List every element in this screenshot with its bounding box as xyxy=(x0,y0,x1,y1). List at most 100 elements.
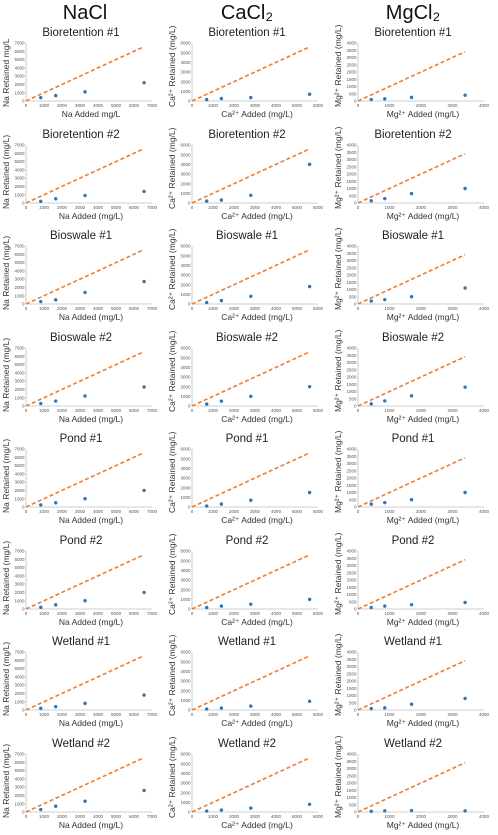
x-tick-label: 4000 xyxy=(271,306,282,311)
chart-panel-cacl2-bioretention-1: 0 1000 2000 3000 4000 5000 6000 0 1000 2000 3000 40… xyxy=(167,25,326,122)
y-tick-label: 1000 xyxy=(346,186,357,191)
x-axis-label: Na Added (mg/L) xyxy=(58,515,124,525)
chart-title: Pond #2 xyxy=(391,534,435,547)
y-tick-label: 2000 xyxy=(14,793,25,798)
chart-title: Pond #2 xyxy=(225,534,269,547)
data-point xyxy=(369,605,373,609)
y-tick-label: 4000 xyxy=(346,142,357,147)
data-point xyxy=(142,488,146,493)
y-tick-label: 2000 xyxy=(346,70,357,75)
x-tick-label: 1000 xyxy=(208,712,219,717)
y-tick-label: 3500 xyxy=(346,352,357,357)
y-tick-label: 2000 xyxy=(14,691,25,696)
x-tick-label: 5000 xyxy=(111,205,122,210)
x-tick-label: 7000 xyxy=(147,408,158,413)
x-tick-label: 3000 xyxy=(447,509,458,514)
data-point xyxy=(219,298,224,303)
y-tick-label: 0 xyxy=(188,809,191,814)
chart-title: Wetland #2 xyxy=(218,737,276,750)
x-tick-label: 2000 xyxy=(57,205,68,210)
chart-panel-nacl-bioswale-1: 0 1000 2000 3000 4000 5000 6000 7000 0 1000 2000 30… xyxy=(1,228,160,325)
data-point xyxy=(54,196,58,201)
data-point xyxy=(383,297,387,302)
data-point xyxy=(463,696,467,701)
data-point xyxy=(54,704,58,709)
y-tick-label: 3000 xyxy=(14,74,25,79)
chart-title: Wetland #1 xyxy=(218,636,276,648)
y-axis-label: Mg²⁺ Retained (mg/L) xyxy=(333,735,343,818)
x-tick-label: 2000 xyxy=(229,712,240,717)
chart-title: Bioswale #2 xyxy=(381,331,444,344)
series-line-one-to-one xyxy=(191,350,310,407)
data-point xyxy=(463,186,467,190)
x-tick-label: 4000 xyxy=(479,712,490,717)
y-tick-label: 2000 xyxy=(180,790,191,795)
x-tick-label: 5000 xyxy=(292,306,303,311)
x-tick-label: 0 xyxy=(191,103,194,108)
chart-title: Pond #1 xyxy=(225,433,269,445)
y-axis-label: Mg²⁺ Retained (mg/L) xyxy=(333,633,343,716)
x-tick-label: 2000 xyxy=(416,814,427,819)
data-point xyxy=(369,809,373,813)
y-axis-label: Mg²⁺ Retained (mg/L) xyxy=(333,430,343,513)
data-point xyxy=(409,602,414,606)
x-tick-label: 7000 xyxy=(147,103,158,108)
x-tick-label: 1000 xyxy=(384,306,395,311)
data-point xyxy=(383,97,387,101)
y-tick-label: 5000 xyxy=(180,659,191,664)
y-tick-label: 2000 xyxy=(346,679,357,684)
y-axis-label: Ca²⁺ Retained (mg/L) xyxy=(167,330,177,412)
y-tick-label: 1000 xyxy=(14,699,25,704)
x-tick-label: 3000 xyxy=(447,205,458,210)
y-tick-label: 5000 xyxy=(14,565,25,570)
x-tick-label: 4000 xyxy=(93,205,104,210)
y-tick-label: 5000 xyxy=(14,57,25,62)
x-tick-label: 5000 xyxy=(292,408,303,413)
data-point xyxy=(205,97,209,102)
y-tick-label: 6000 xyxy=(14,455,25,460)
x-tick-label: 5000 xyxy=(292,712,303,717)
y-axis-label: Mg²⁺ Retained (mg/L) xyxy=(333,24,343,107)
data-point xyxy=(83,193,87,197)
x-axis-label: Mg²⁺ Added (mg/L) xyxy=(386,616,460,627)
x-tick-label: 1000 xyxy=(39,509,50,514)
x-tick-label: 1000 xyxy=(384,103,395,108)
x-tick-label: 3000 xyxy=(75,103,86,108)
x-axis-label: Ca²⁺ Added (mg/L) xyxy=(221,210,293,221)
chart-svg: 0 1000 2000 3000 4000 5000 6000 0 1000 2000 3000 40… xyxy=(180,650,323,717)
y-tick-label: 4000 xyxy=(180,669,191,674)
y-tick-label: 3000 xyxy=(180,476,191,481)
y-tick-label: 3500 xyxy=(346,48,357,53)
y-tick-label: 1500 xyxy=(346,178,357,183)
y-tick-label: 500 xyxy=(349,91,357,96)
data-point xyxy=(54,93,58,98)
data-point xyxy=(307,597,312,601)
y-tick-label: 1000 xyxy=(180,393,191,398)
chart-panel-mgcl2-wetland-1: 0 1000 2000 3000 4000 0 500 1000 1500 2000 2500 300… xyxy=(333,633,492,731)
x-tick-label: 0 xyxy=(357,103,360,108)
y-tick-label: 2000 xyxy=(346,577,357,582)
x-tick-label: 7000 xyxy=(147,814,158,819)
series-line-one-to-one xyxy=(191,46,310,102)
data-point xyxy=(463,600,467,604)
y-tick-label: 2000 xyxy=(14,82,25,87)
data-point xyxy=(219,603,224,608)
y-tick-label: 4000 xyxy=(346,447,357,452)
x-axis-label: Mg²⁺ Added (mg/L) xyxy=(386,819,460,830)
data-point xyxy=(39,503,43,507)
x-axis-label: Ca²⁺ Added (mg/L) xyxy=(221,312,293,322)
y-tick-label: 1000 xyxy=(14,192,25,197)
data-point xyxy=(307,699,312,703)
data-point xyxy=(219,706,224,710)
y-tick-label: 1000 xyxy=(14,395,25,400)
x-tick-label: 5000 xyxy=(292,103,303,108)
data-point xyxy=(83,799,87,803)
y-tick-label: 1000 xyxy=(14,598,25,603)
y-tick-label: 3000 xyxy=(346,461,357,466)
series-line-one-to-one xyxy=(357,761,466,813)
chart-panel-cacl2-wetland-2: 0 1000 2000 3000 4000 5000 6000 0 1000 2000 3000 40… xyxy=(167,736,326,833)
y-tick-label: 1000 xyxy=(14,801,25,806)
data-point xyxy=(205,808,209,813)
y-axis-label: Mg²⁺ Retained (mg/L) xyxy=(333,227,343,310)
x-tick-label: 3000 xyxy=(250,306,261,311)
